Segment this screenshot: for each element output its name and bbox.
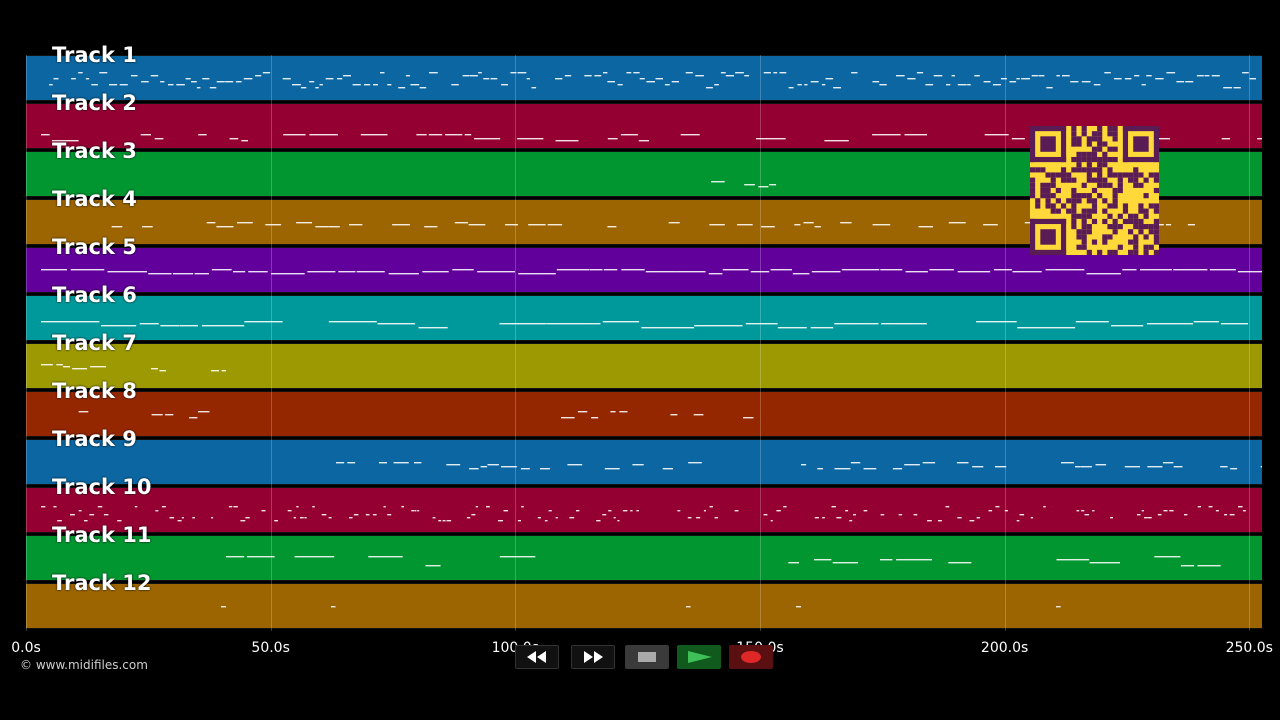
- axis-tick-label: 0.0s: [11, 640, 41, 656]
- record-button[interactable]: [729, 645, 773, 669]
- track-lane: Track 8: [26, 379, 1262, 437]
- track-label: Track 2: [52, 91, 137, 115]
- track-label: Track 5: [52, 235, 137, 259]
- track-label: Track 7: [52, 331, 137, 355]
- gridline: [26, 55, 27, 631]
- stop-button[interactable]: [625, 645, 669, 669]
- play-button[interactable]: [677, 645, 721, 669]
- track-label: Track 10: [52, 475, 152, 499]
- track-lane: Track 6: [26, 283, 1262, 341]
- fast-forward-button[interactable]: [571, 645, 615, 669]
- track-lane: Track 12: [26, 571, 1262, 629]
- gridline: [1249, 55, 1251, 631]
- rewind-button[interactable]: [515, 645, 559, 669]
- track-label: Track 9: [52, 427, 137, 451]
- track-label: Track 4: [52, 187, 137, 211]
- track-notes: [221, 606, 1061, 608]
- record-icon: [741, 651, 761, 663]
- rewind-icon: [527, 651, 546, 663]
- track-notes: [111, 222, 1195, 228]
- gridline: [759, 55, 761, 631]
- gridline: [1004, 55, 1006, 631]
- axis-tick-label: 250.0s: [1225, 640, 1273, 656]
- track-notes: [41, 364, 226, 372]
- track-notes: [711, 181, 777, 188]
- track-notes: [41, 321, 1248, 329]
- track-notes: [41, 506, 1246, 522]
- track-lane: Track 7: [26, 331, 1262, 389]
- track-label: Track 12: [52, 571, 152, 595]
- track-label: Track 8: [52, 379, 137, 403]
- piano-roll: Track 1 Track 2 Track 3 Track 4 Track 5 Track…: [26, 43, 1262, 631]
- transport-controls: [513, 643, 773, 670]
- track-notes: [336, 462, 1262, 470]
- track-notes: [49, 72, 1256, 89]
- track-notes: [41, 269, 1262, 275]
- fast-forward-icon: [584, 651, 603, 663]
- gridline: [515, 55, 517, 631]
- play-icon: [688, 651, 712, 663]
- qr-code: [1030, 126, 1159, 255]
- track-notes: [78, 411, 754, 419]
- track-lane: Track 10: [26, 475, 1262, 533]
- axis-tick-label: 200.0s: [980, 640, 1029, 656]
- track-label: Track 1: [52, 43, 137, 67]
- track-label: Track 6: [52, 283, 137, 307]
- track-label: Track 3: [52, 139, 137, 163]
- gridline: [270, 55, 272, 631]
- track-label: Track 11: [52, 523, 152, 547]
- track-lane: Track 1: [26, 43, 1262, 101]
- copyright-text: © www.midifiles.com: [20, 658, 148, 672]
- axis-tick-label: 50.0s: [251, 640, 290, 656]
- track-lane: Track 9: [26, 427, 1262, 485]
- track-notes: [226, 556, 1221, 567]
- track-lane: Track 11: [26, 523, 1262, 581]
- qr-code-image: [1030, 126, 1159, 255]
- stop-icon: [638, 652, 656, 662]
